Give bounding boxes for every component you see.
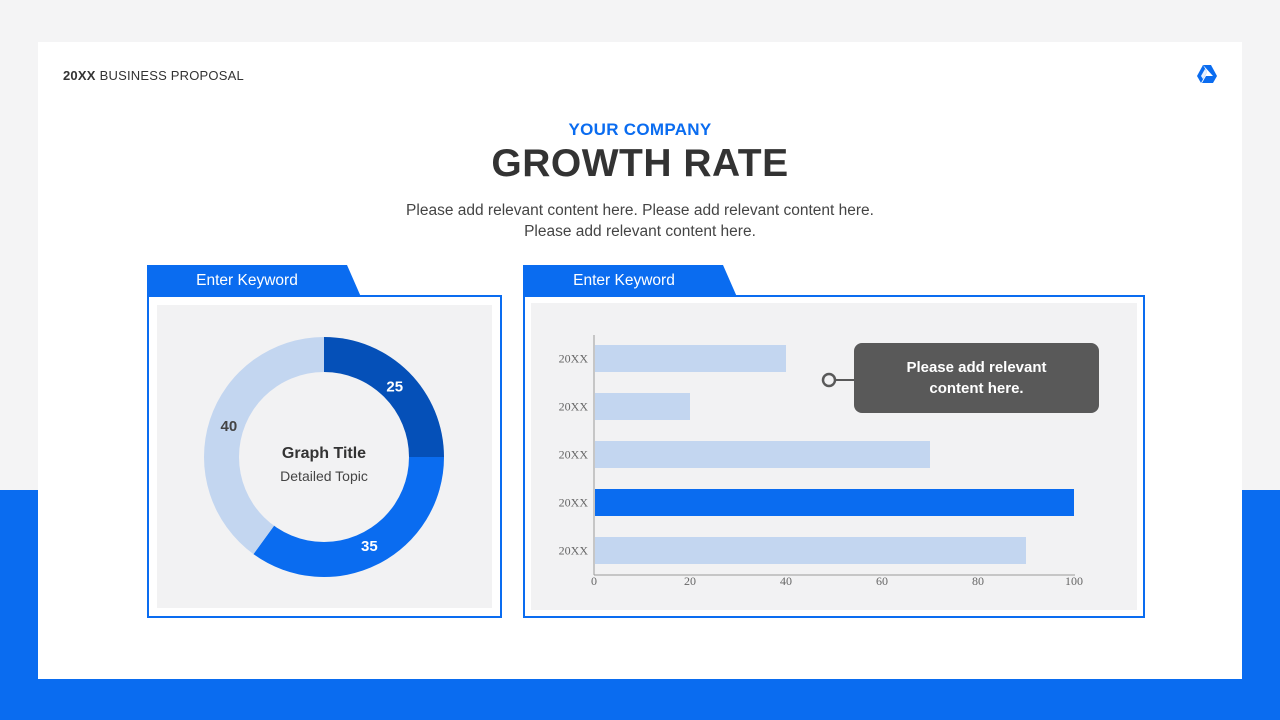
page-subtitle: Please add relevant content here. Please… (38, 200, 1242, 242)
x-tick-label: 0 (591, 574, 597, 588)
left-keyword-tab[interactable]: Enter Keyword (147, 265, 363, 297)
donut-chart: 25 35 40 Graph Title Detailed Topic (204, 337, 444, 577)
tab-shape (523, 265, 737, 297)
callout-text-line-2: content here. (929, 380, 1024, 397)
company-label: YOUR COMPANY (568, 120, 712, 139)
x-tick-label: 40 (780, 574, 792, 588)
brand-year: 20XX (63, 68, 96, 83)
tab-shape (147, 265, 361, 297)
bar (595, 393, 690, 420)
drive-triangle-icon (1197, 65, 1217, 83)
subtitle-line-2: Please add relevant content here. (524, 223, 756, 240)
donut-slice-label: 40 (221, 418, 238, 435)
x-tick-label: 60 (876, 574, 888, 588)
subtitle-line-1: Please add relevant content here. Please… (406, 202, 874, 219)
right-tab-label: Enter Keyword (573, 272, 675, 289)
donut-hole (239, 372, 409, 542)
donut-center-title: Graph Title (282, 445, 366, 462)
brand-header: 20XX BUSINESS PROPOSAL (63, 68, 244, 83)
donut-slice-label: 35 (361, 538, 378, 555)
right-keyword-tab[interactable]: Enter Keyword (523, 265, 741, 297)
y-tick-label: 20XX (559, 544, 589, 558)
callout-marker (821, 372, 837, 388)
x-tick-label: 80 (972, 574, 984, 588)
y-tick-label: 20XX (559, 400, 589, 414)
x-tick-label: 100 (1065, 574, 1083, 588)
page-title: GROWTH RATE (491, 142, 789, 185)
donut-slice-label: 25 (386, 378, 403, 395)
y-tick-label: 20XX (559, 448, 589, 462)
callout-text-line-1: Please add relevant (906, 359, 1047, 376)
bar-chart: 20XX 20XX 20XX 20XX 20XX 0 20 40 60 80 100 (559, 335, 1083, 588)
left-tab-label: Enter Keyword (196, 272, 298, 289)
bar (595, 537, 1026, 564)
callout-box: Please add relevant content here. (854, 343, 1099, 413)
x-tick-label: 20 (684, 574, 696, 588)
y-tick-label: 20XX (559, 496, 589, 510)
donut-center-subtitle: Detailed Topic (280, 468, 368, 484)
bar (595, 345, 786, 372)
bar (595, 489, 1074, 516)
brand-proposal: BUSINESS PROPOSAL (99, 68, 244, 83)
y-tick-label: 20XX (559, 352, 589, 366)
bar (595, 441, 930, 468)
